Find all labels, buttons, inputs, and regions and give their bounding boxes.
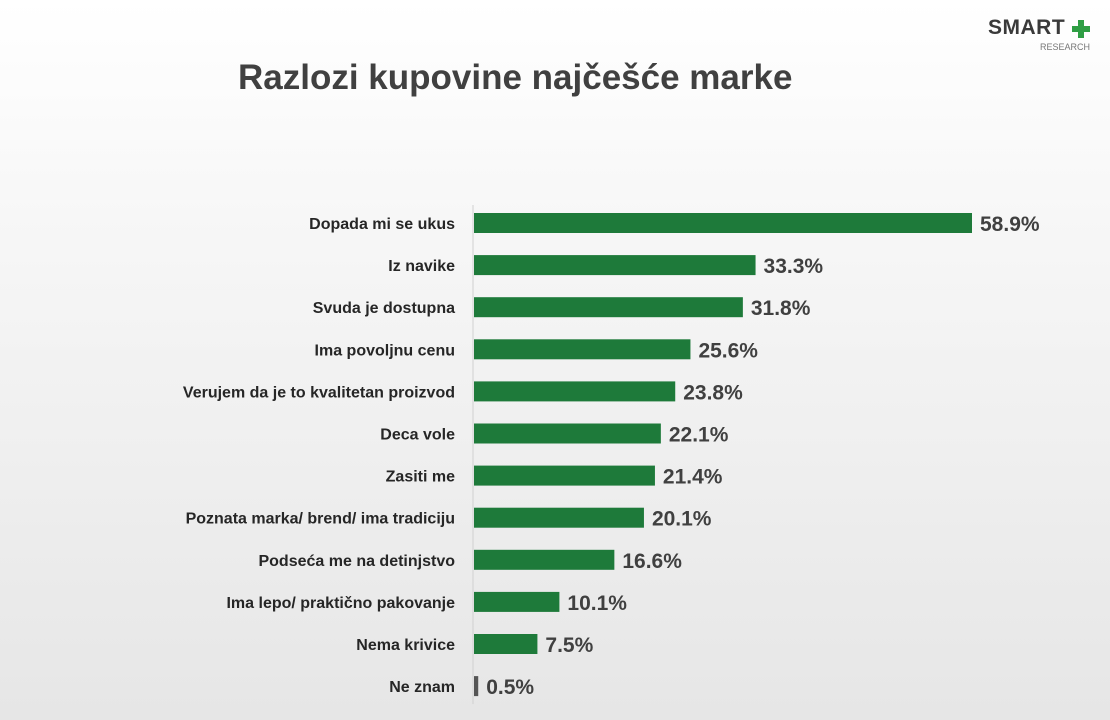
smart-research-logo: SMART RESEARCH [988, 16, 1092, 56]
bar [474, 507, 644, 528]
bar [474, 676, 479, 697]
data-label: 21.4% [663, 466, 723, 489]
data-label: 58.9% [980, 213, 1040, 236]
data-label: 33.3% [764, 255, 824, 278]
data-label: 10.1% [567, 592, 627, 615]
category-label: Svuda je dostupna [313, 300, 455, 317]
category-label: Ima povoljnu cenu [315, 342, 455, 359]
category-label: Dopada mi se ukus [309, 216, 455, 233]
category-label: Verujem da je to kvalitetan proizvod [183, 384, 455, 401]
data-label: 25.6% [698, 339, 758, 362]
bar [474, 591, 560, 612]
data-label: 31.8% [751, 297, 811, 320]
category-label: Ima lepo/ praktično pakovanje [226, 595, 455, 612]
bar [474, 634, 538, 654]
chart-title: Razlozi kupovine najčešće marke [238, 58, 793, 97]
logo-subtitle: RESEARCH [1039, 42, 1090, 52]
data-label: 22.1% [669, 424, 729, 447]
bar [474, 423, 661, 444]
category-label: Poznata marka/ brend/ ima tradiciju [186, 511, 455, 528]
data-label: 23.8% [683, 381, 743, 404]
category-label: Nema krivice [356, 637, 455, 654]
category-label: Deca vole [380, 427, 455, 444]
bar [474, 339, 691, 360]
logo-wordmark: SMART [988, 16, 1066, 39]
bar [474, 255, 756, 276]
plus-icon [1072, 20, 1090, 38]
bar [474, 381, 676, 402]
bar [474, 465, 655, 486]
bar [474, 297, 743, 318]
bar [474, 213, 972, 233]
category-label: Ne znam [389, 679, 455, 696]
category-label: Iz navike [388, 258, 455, 275]
category-label: Zasiti me [386, 469, 455, 486]
data-label: 20.1% [652, 508, 712, 531]
bar [474, 549, 615, 570]
category-label: Podseća me na detinjstvo [258, 553, 455, 570]
data-label: 16.6% [622, 550, 682, 573]
data-label: 0.5% [486, 676, 534, 699]
data-label: 7.5% [545, 634, 593, 657]
